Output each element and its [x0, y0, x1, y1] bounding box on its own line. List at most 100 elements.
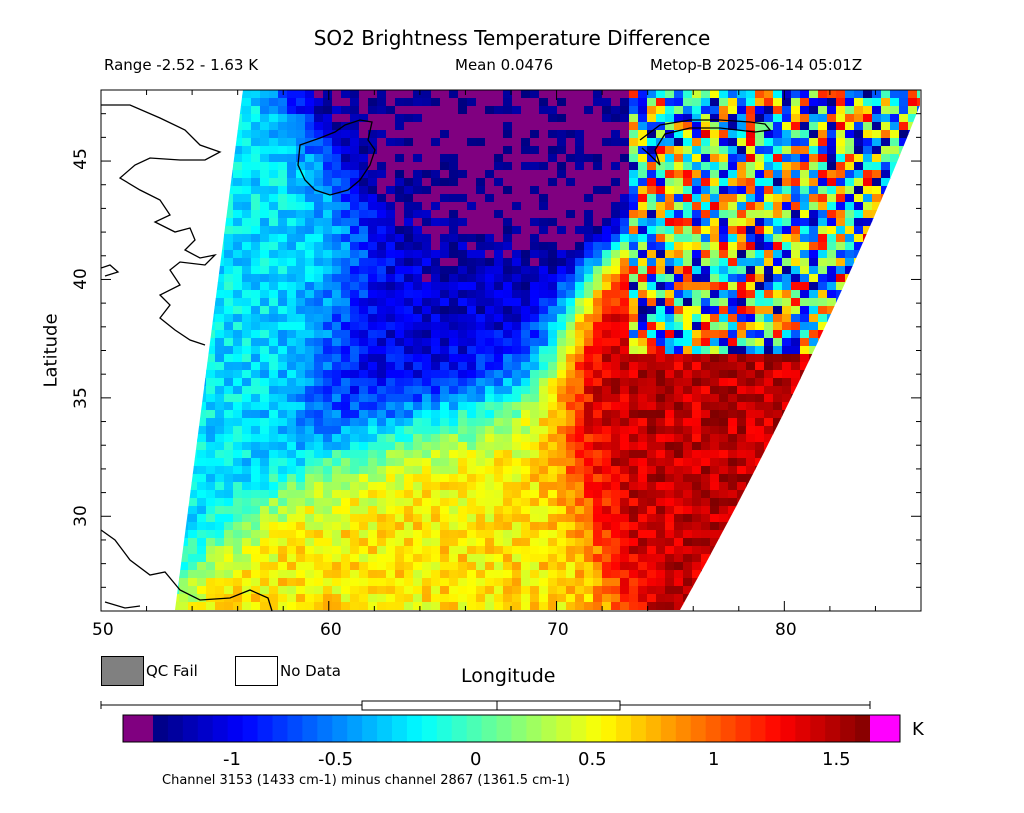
grid-cell: [773, 386, 783, 395]
grid-cell: [395, 450, 405, 459]
grid-cell: [503, 298, 513, 307]
grid-cell: [701, 322, 711, 331]
grid-cell: [872, 138, 882, 147]
grid-cell: [782, 346, 792, 355]
grid-cell: [503, 346, 513, 355]
grid-cell: [764, 498, 774, 507]
grid-cell: [422, 322, 432, 331]
grid-cell: [350, 490, 360, 499]
grid-cell: [566, 434, 576, 443]
grid-cell: [278, 490, 288, 499]
grid-cell: [503, 106, 513, 115]
grid-cell: [251, 274, 261, 283]
grid-cell: [260, 170, 270, 179]
grid-cell: [332, 394, 342, 403]
grid-cell: [296, 226, 306, 235]
grid-cell: [242, 346, 252, 355]
grid-cell: [449, 354, 459, 363]
grid-cell: [584, 530, 594, 539]
grid-cell: [620, 338, 630, 347]
grid-cell: [791, 498, 801, 507]
grid-cell: [809, 498, 819, 507]
grid-cell: [175, 490, 180, 499]
grid-cell: [773, 146, 783, 155]
grid-cell: [602, 282, 612, 291]
grid-cell: [809, 226, 819, 235]
grid-cell: [314, 538, 324, 547]
grid-cell: [737, 498, 747, 507]
grid-cell: [260, 306, 270, 315]
grid-cell: [746, 442, 756, 451]
grid-cell: [611, 122, 621, 131]
grid-cell: [260, 322, 270, 331]
grid-cell: [737, 322, 747, 331]
grid-cell: [890, 234, 900, 243]
grid-cell: [854, 546, 864, 555]
grid-cell: [782, 122, 792, 131]
grid-cell: [755, 402, 765, 411]
grid-cell: [764, 298, 774, 307]
grid-cell: [818, 242, 828, 251]
grid-cell: [458, 162, 468, 171]
grid-cell: [350, 186, 360, 195]
grid-cell: [215, 530, 225, 539]
grid-cell: [809, 474, 819, 483]
grid-cell: [278, 522, 288, 531]
grid-cell: [737, 514, 747, 523]
grid-cell: [521, 386, 531, 395]
grid-cell: [710, 434, 720, 443]
grid-cell: [521, 290, 531, 299]
grid-cell: [908, 482, 918, 491]
grid-cell: [647, 266, 657, 275]
grid-cell: [890, 170, 900, 179]
grid-cell: [206, 546, 216, 555]
grid-cell: [269, 170, 279, 179]
grid-cell: [872, 218, 882, 227]
grid-cell: [620, 538, 630, 547]
grid-cell: [242, 234, 252, 243]
grid-cell: [665, 386, 675, 395]
grid-cell: [836, 330, 846, 339]
grid-cell: [557, 170, 567, 179]
grid-cell: [215, 218, 225, 227]
grid-cell: [368, 162, 378, 171]
grid-cell: [701, 242, 711, 251]
grid-cell: [278, 226, 288, 235]
grid-cell: [764, 482, 774, 491]
grid-cell: [827, 114, 837, 123]
grid-cell: [764, 194, 774, 203]
grid-cell: [881, 402, 891, 411]
grid-cell: [179, 202, 189, 211]
grid-cell: [224, 130, 234, 139]
grid-cell: [260, 274, 270, 283]
grid-cell: [197, 90, 207, 99]
grid-cell: [917, 402, 920, 411]
grid-cell: [917, 330, 920, 339]
grid-cell: [233, 178, 243, 187]
grid-cell: [503, 274, 513, 283]
grid-cell: [818, 346, 828, 355]
grid-cell: [422, 474, 432, 483]
grid-cell: [809, 306, 819, 315]
grid-cell: [611, 466, 621, 475]
grid-cell: [224, 266, 234, 275]
grid-cell: [440, 170, 450, 179]
grid-cell: [386, 290, 396, 299]
grid-cell: [341, 194, 351, 203]
grid-cell: [260, 226, 270, 235]
grid-cell: [791, 202, 801, 211]
grid-cell: [422, 106, 432, 115]
grid-cell: [557, 466, 567, 475]
grid-cell: [251, 178, 261, 187]
grid-cell: [539, 554, 549, 563]
grid-cell: [863, 202, 873, 211]
grid-cell: [764, 162, 774, 171]
grid-cell: [341, 146, 351, 155]
grid-cell: [764, 170, 774, 179]
grid-cell: [179, 538, 189, 547]
grid-cell: [908, 242, 918, 251]
grid-cell: [332, 178, 342, 187]
grid-cell: [818, 130, 828, 139]
grid-cell: [188, 170, 198, 179]
grid-cell: [566, 282, 576, 291]
